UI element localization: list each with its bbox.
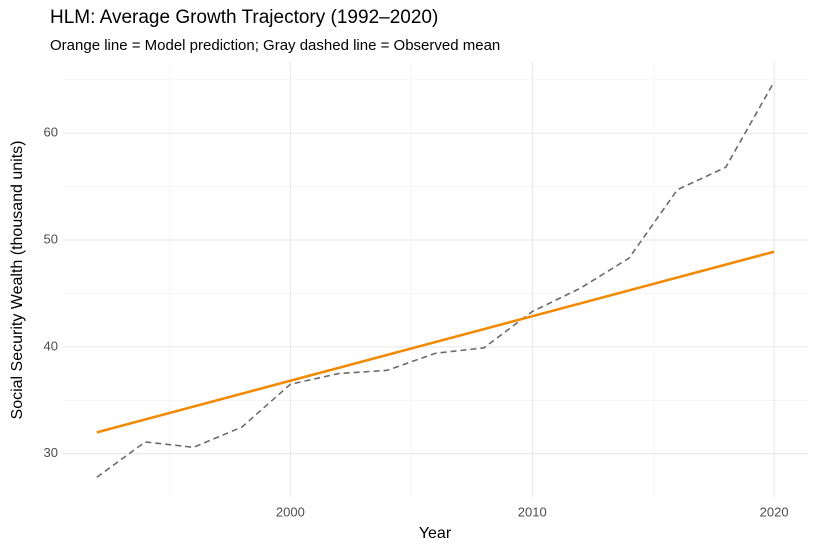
- y-axis-label: Social Security Wealth (thousand units): [9, 141, 26, 420]
- y-tick-label: 40: [44, 338, 58, 353]
- chart-subtitle: Orange line = Model prediction; Gray das…: [50, 37, 500, 54]
- x-tick-label: 2020: [760, 504, 789, 519]
- x-axis-label: Year: [419, 525, 452, 542]
- series-line: [96, 81, 775, 478]
- series-line: [96, 250, 775, 434]
- chart-title: HLM: Average Growth Trajectory (1992–202…: [50, 7, 438, 28]
- x-tick-label: 2010: [518, 504, 547, 519]
- y-tick-label: 30: [44, 445, 58, 460]
- y-tick-label: 60: [44, 125, 58, 140]
- y-tick-label: 50: [44, 231, 58, 246]
- x-tick-label: 2000: [276, 504, 305, 519]
